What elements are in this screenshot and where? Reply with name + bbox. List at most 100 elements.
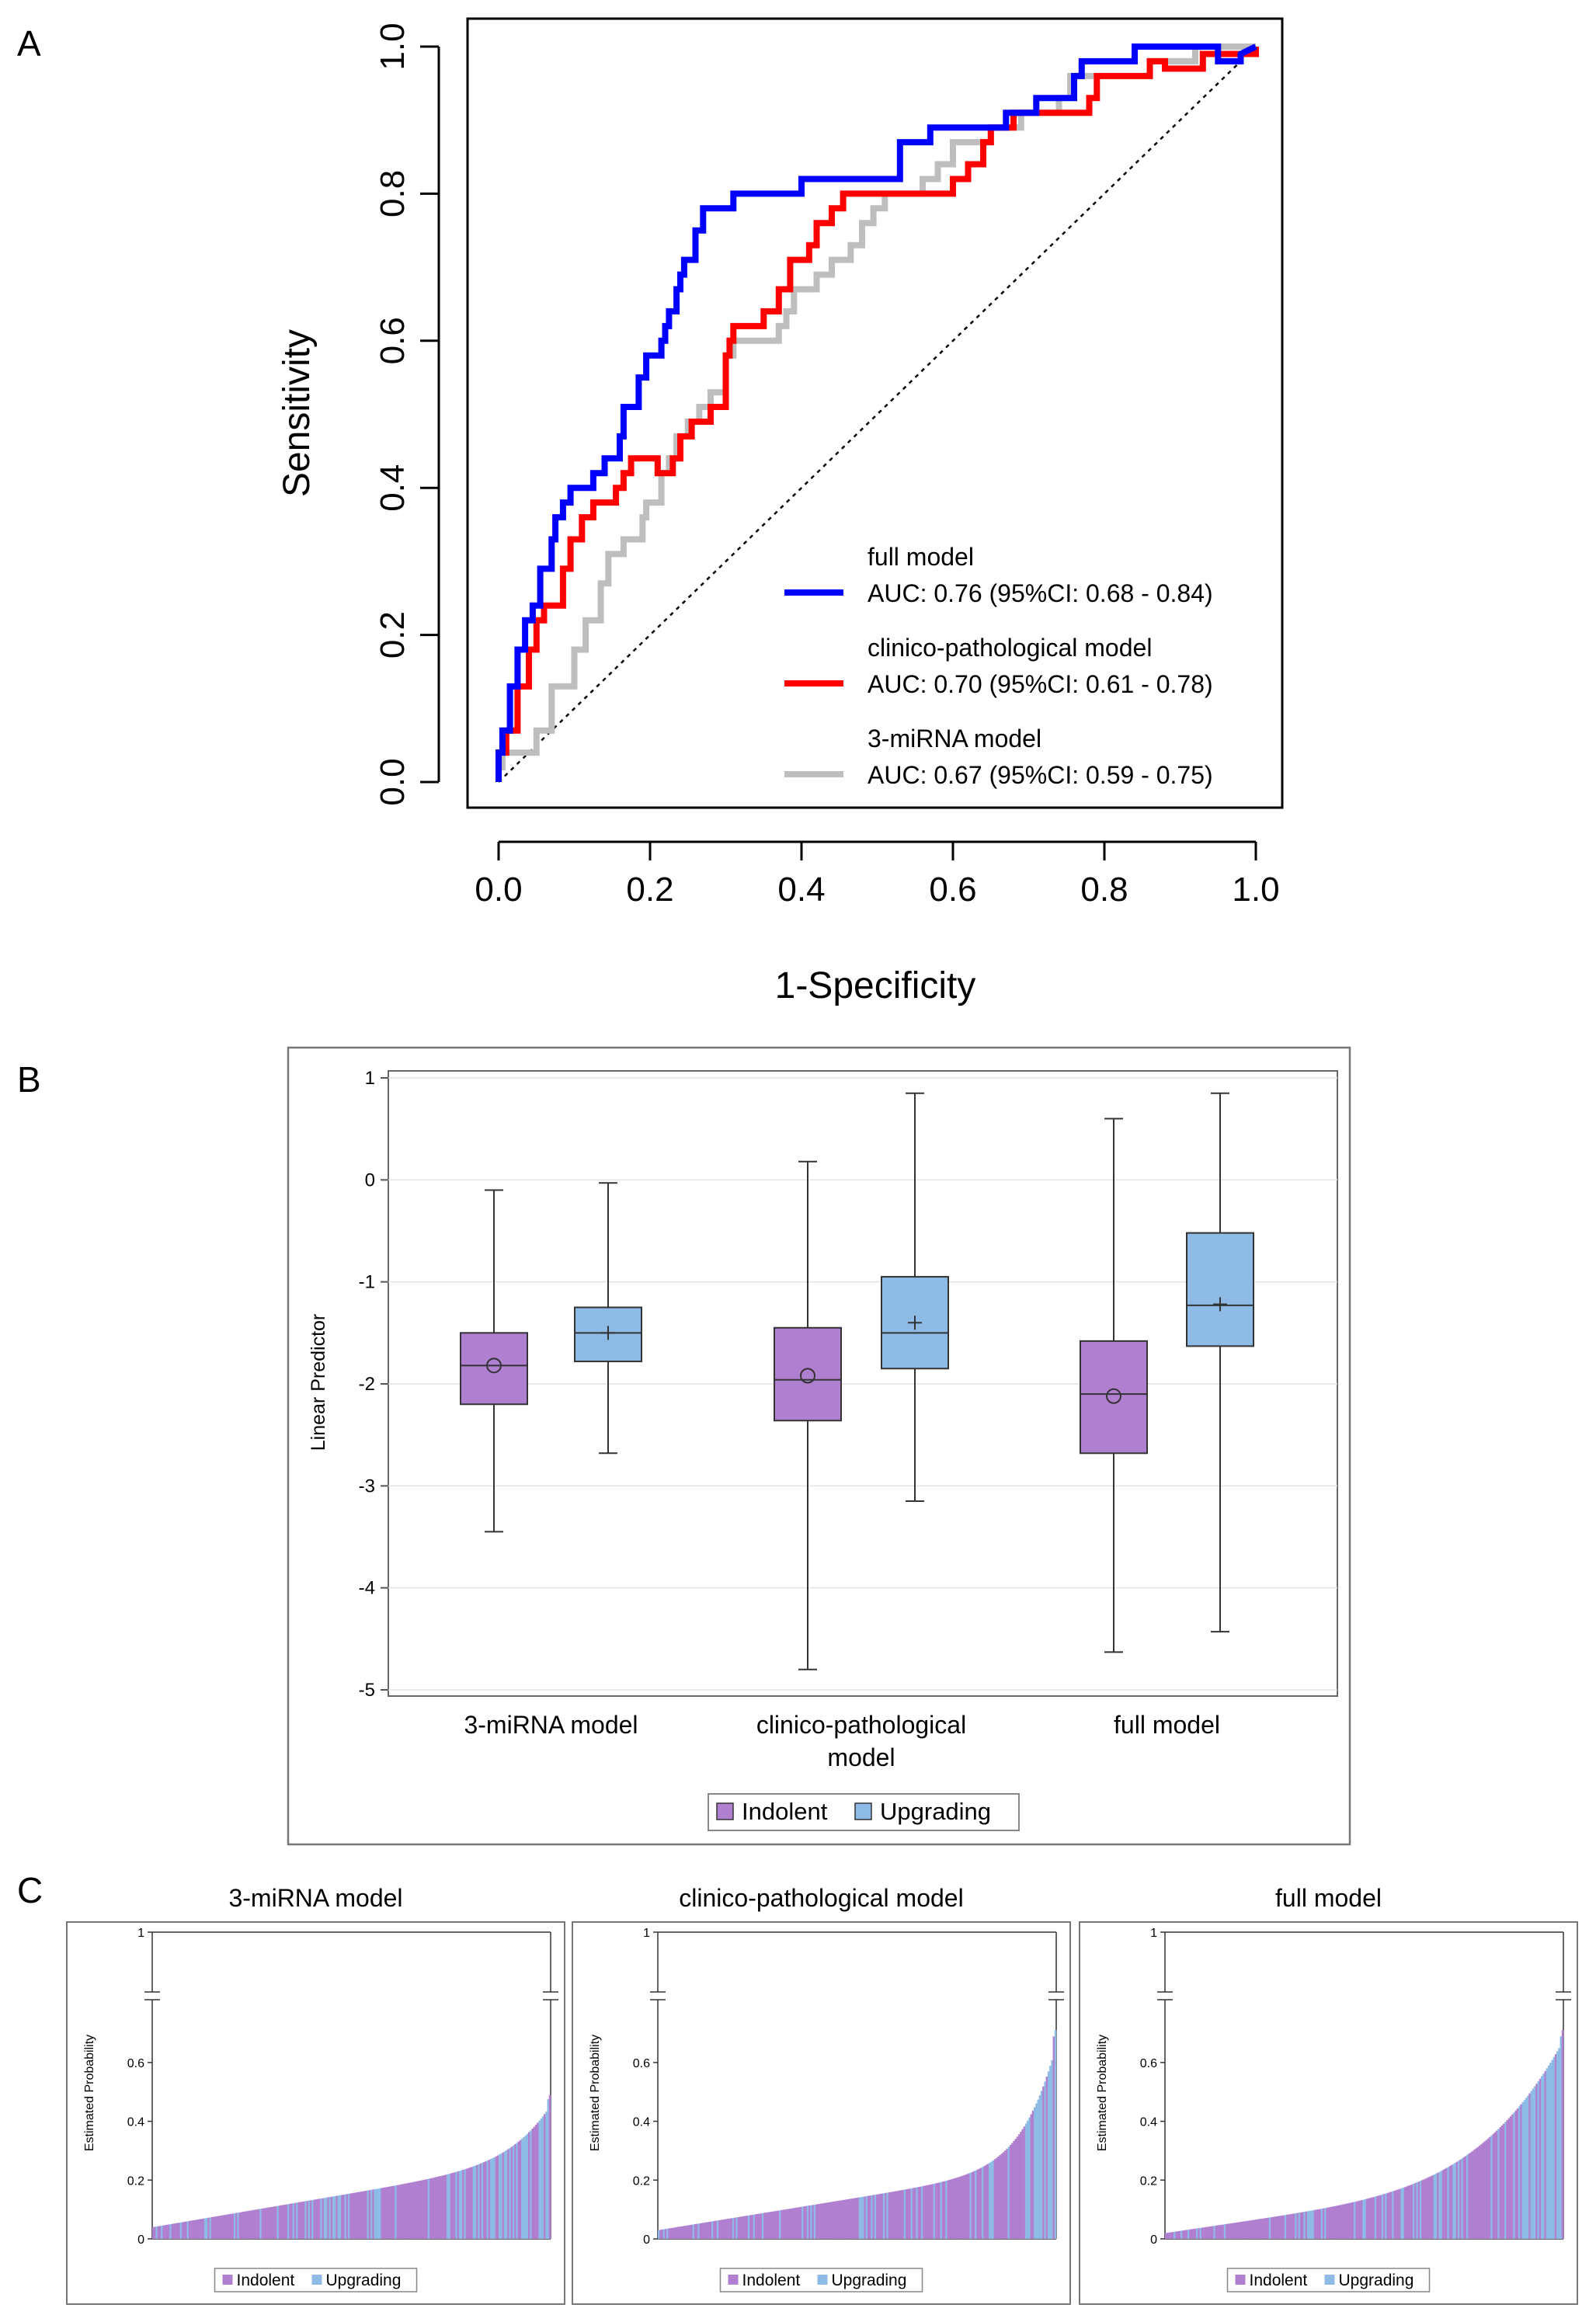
waterfall-bar — [1396, 2189, 1400, 2239]
roc-x-tick-label: 0.2 — [626, 871, 673, 909]
waterfall-bar — [673, 2227, 676, 2239]
waterfall-bar — [1549, 2063, 1552, 2239]
box-upgrading — [574, 1182, 642, 1455]
waterfall-bar — [711, 2221, 714, 2239]
legend-indolent-label: Indolent — [742, 1798, 828, 1825]
waterfall-bar — [467, 2167, 470, 2239]
boxplot-y-tick-label: -1 — [359, 1272, 375, 1293]
waterfall-bar — [1485, 2139, 1488, 2239]
waterfall-bar — [388, 2186, 390, 2239]
waterfall-bar — [1340, 2205, 1342, 2239]
waterfall-bar — [1170, 2232, 1173, 2239]
waterfall-bar — [1258, 2219, 1260, 2239]
waterfall-bar — [427, 2178, 430, 2239]
waterfall-bar — [1257, 2219, 1259, 2239]
waterfall-bar — [1288, 2214, 1290, 2239]
waterfall-bar — [664, 2229, 667, 2239]
waterfall-bar — [168, 2224, 170, 2239]
waterfall-bar — [1444, 2168, 1446, 2239]
waterfall-bar — [937, 2182, 939, 2239]
waterfall-panel: full model 0 0.2 0.4 0.6 1 Estimated Probabili… — [1079, 1884, 1578, 2305]
waterfall-bar — [175, 2223, 177, 2239]
waterfall-bar — [1532, 2088, 1535, 2239]
waterfall-bar — [1331, 2206, 1333, 2239]
waterfall-bar — [1355, 2201, 1358, 2239]
waterfall-bar — [1313, 2209, 1316, 2239]
waterfall-bar — [327, 2197, 329, 2239]
waterfall-y-tick-label: 0 — [137, 2233, 144, 2247]
waterfall-bar — [1392, 2191, 1394, 2239]
waterfall-bar — [526, 2133, 529, 2239]
box-iqr — [460, 1332, 528, 1406]
waterfall-bar — [190, 2220, 193, 2239]
waterfall-bar — [690, 2224, 693, 2239]
waterfall-bar — [213, 2216, 215, 2239]
waterfall-bar — [393, 2185, 395, 2239]
waterfall-bar — [285, 2204, 288, 2239]
waterfall-bar — [517, 2141, 520, 2239]
waterfall-bar — [1194, 2228, 1197, 2239]
waterfall-bar — [971, 2171, 974, 2239]
waterfall-bar — [1348, 2202, 1351, 2239]
waterfall-bar — [224, 2214, 228, 2239]
waterfall-bar — [483, 2162, 485, 2239]
waterfall-bar — [1002, 2152, 1005, 2239]
legend-indolent-swatch — [716, 1802, 734, 1820]
waterfall-bar — [1045, 2077, 1048, 2239]
boxplot-y-tick-label: 1 — [365, 1068, 375, 1089]
waterfall-bar — [1452, 2164, 1455, 2239]
waterfall-bar — [696, 2223, 698, 2239]
waterfall-bar — [290, 2203, 293, 2239]
boxplot-category-label: 3-miRNA model — [464, 1711, 638, 1739]
waterfall-bar — [680, 2226, 683, 2239]
waterfall-bar — [1539, 2078, 1542, 2239]
waterfall-bar — [405, 2183, 408, 2239]
waterfall-bar — [702, 2223, 705, 2239]
roc-x-tick-label: 0.8 — [1080, 871, 1128, 909]
waterfall-y-axis-label: Estimated Probability — [1096, 2035, 1109, 2151]
waterfall-bar — [969, 2172, 972, 2239]
roc-plot-frame — [466, 17, 1284, 809]
box-mean-marker — [1106, 1388, 1121, 1404]
waterfall-bar — [843, 2199, 846, 2239]
waterfall-bar — [1201, 2227, 1204, 2239]
waterfall-bar — [820, 2203, 823, 2239]
waterfall-bar — [519, 2139, 522, 2239]
waterfall-bar — [1480, 2144, 1483, 2239]
waterfall-bar — [1051, 2060, 1053, 2239]
box-mean-marker — [800, 1368, 815, 1384]
waterfall-bar — [1409, 2185, 1412, 2239]
waterfall-bar — [489, 2159, 492, 2239]
waterfall-bar — [1216, 2225, 1219, 2239]
boxplot-boxes — [460, 1092, 1254, 1670]
waterfall-bar — [382, 2187, 385, 2239]
waterfall-bar — [185, 2221, 187, 2239]
waterfall-bar — [202, 2218, 205, 2239]
waterfall-title: full model — [1275, 1884, 1382, 1912]
waterfall-bar — [183, 2222, 186, 2239]
waterfall-bar — [348, 2193, 350, 2239]
waterfall-bar — [1317, 2209, 1320, 2239]
waterfall-bar — [900, 2190, 902, 2239]
waterfall-bar — [448, 2174, 450, 2239]
waterfall-bar — [171, 2223, 174, 2239]
waterfall-bar — [217, 2216, 221, 2239]
waterfall-bar — [1264, 2218, 1266, 2239]
waterfall-bar — [200, 2219, 203, 2239]
waterfall-bar — [1500, 2125, 1504, 2239]
waterfall-bar — [666, 2228, 669, 2239]
waterfall-bar — [1289, 2214, 1292, 2239]
waterfall-bar — [986, 2164, 989, 2239]
waterfall-bar — [678, 2226, 681, 2239]
waterfall-bar — [207, 2217, 210, 2239]
waterfall-bar — [353, 2192, 356, 2239]
waterfall-bar — [1274, 2216, 1277, 2239]
waterfall-bar — [1199, 2227, 1202, 2239]
waterfall-bar — [1419, 2181, 1422, 2239]
waterfall-bar — [1395, 2190, 1398, 2239]
waterfall-bar — [410, 2182, 412, 2239]
waterfall-bar — [375, 2188, 378, 2239]
waterfall-bar — [692, 2224, 695, 2239]
waterfall-bar — [955, 2178, 958, 2239]
waterfall-bar — [363, 2191, 366, 2239]
